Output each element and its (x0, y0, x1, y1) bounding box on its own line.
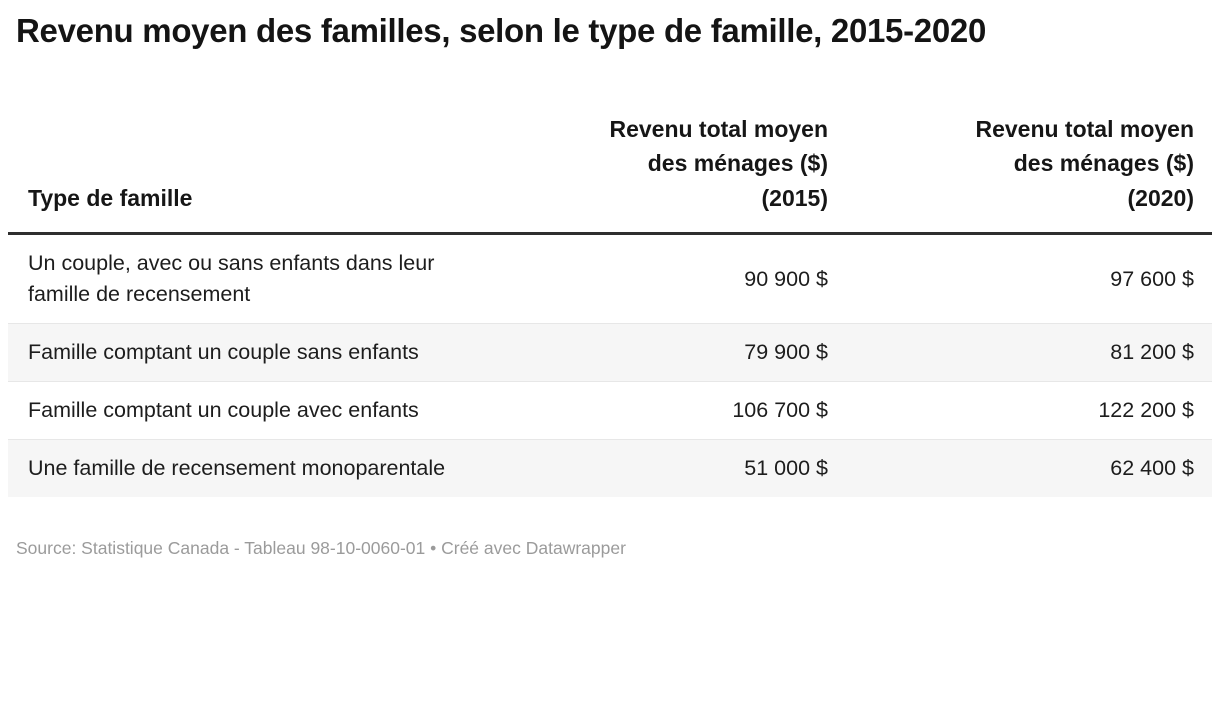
table-row: Famille comptant un couple avec enfants … (8, 381, 1212, 440)
cell-income-2015: 79 900 $ (482, 323, 842, 382)
table-row: Un couple, avec ou sans enfants dans leu… (8, 234, 1212, 324)
table-row: Une famille de recensement monoparentale… (8, 439, 1212, 498)
page-title: Revenu moyen des familles, selon le type… (16, 12, 987, 49)
col-header-income-2015: Revenu total moyen des ménages ($) (2015… (482, 111, 842, 236)
cell-income-2015: 51 000 $ (482, 439, 842, 498)
income-table: Type de famille Revenu total moyen des m… (8, 111, 1212, 498)
cell-family-type: Famille comptant un couple sans enfants (8, 323, 482, 382)
source-note: Source: Statistique Canada - Tableau 98-… (16, 538, 626, 559)
col-header-family-type: Type de famille (8, 111, 482, 236)
table-row: Famille comptant un couple sans enfants … (8, 323, 1212, 382)
chart-container: Revenu moyen des familles, selon le type… (8, 12, 1212, 559)
cell-family-type: Une famille de recensement monoparentale (8, 439, 482, 498)
cell-income-2020: 97 600 $ (1110, 266, 1194, 291)
cell-family-type: Famille comptant un couple avec enfants (8, 381, 482, 440)
col-header-income-2020: Revenu total moyen des ménages ($) (2020… (842, 111, 1212, 236)
table-header-row: Type de famille Revenu total moyen des m… (8, 111, 1212, 236)
cell-income-2020: 122 200 $ (842, 381, 1212, 440)
cell-income-2020: 62 400 $ (842, 439, 1212, 498)
cell-income-2015: 90 900 $ (744, 266, 828, 291)
cell-family-type: Un couple, avec ou sans enfants dans leu… (28, 251, 435, 307)
cell-income-2020: 81 200 $ (842, 323, 1212, 382)
cell-income-2015: 106 700 $ (482, 381, 842, 440)
